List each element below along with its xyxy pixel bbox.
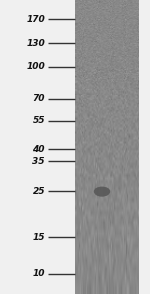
Text: 130: 130 (26, 39, 45, 48)
Text: 100: 100 (26, 62, 45, 71)
Text: 170: 170 (26, 14, 45, 24)
Text: 40: 40 (33, 145, 45, 154)
Text: 55: 55 (33, 116, 45, 125)
Text: 25: 25 (33, 187, 45, 196)
Text: 35: 35 (33, 157, 45, 166)
Text: 70: 70 (33, 94, 45, 103)
Text: 10: 10 (33, 269, 45, 278)
Ellipse shape (94, 187, 110, 197)
Text: 15: 15 (33, 233, 45, 242)
